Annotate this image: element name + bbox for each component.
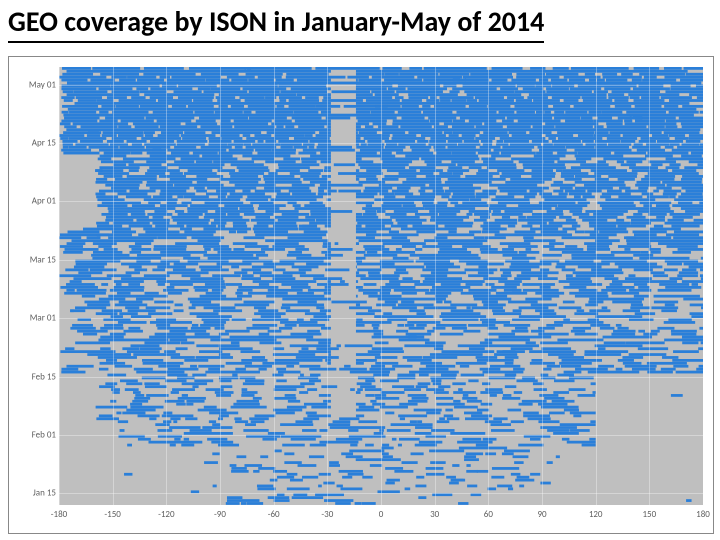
y-tick-label: May 01 — [29, 79, 56, 90]
chart-title: GEO coverage by ISON in January-May of 2… — [8, 4, 712, 43]
x-tick-label: 0 — [379, 509, 384, 520]
gridline-v — [649, 67, 650, 505]
chart-inner: Jan 15 Feb 01 Feb 15 Mar 01 Mar 15 Apr 01 Apr … — [15, 63, 707, 527]
y-tick-label: Feb 01 — [32, 429, 56, 440]
gridline-v — [327, 67, 328, 505]
gridline-v — [435, 67, 436, 505]
gridline-h — [59, 318, 703, 319]
x-tick-label: -90 — [214, 509, 226, 520]
x-tick-label: 90 — [537, 509, 546, 520]
y-tick-label: Jan 15 — [33, 488, 56, 499]
x-tick-label: 120 — [589, 509, 603, 520]
gridline-h — [59, 260, 703, 261]
gridline-v — [166, 67, 167, 505]
gridline-v — [488, 67, 489, 505]
y-tick-label: Mar 01 — [30, 313, 56, 324]
gridline-h — [59, 201, 703, 202]
gridline-v — [59, 67, 60, 505]
gridline-v — [542, 67, 543, 505]
y-axis: Jan 15 Feb 01 Feb 15 Mar 01 Mar 15 Apr 01 Apr … — [15, 67, 59, 505]
gridline-v — [113, 67, 114, 505]
x-tick-label: -150 — [104, 509, 120, 520]
y-tick-label: Feb 15 — [32, 371, 56, 382]
title-text: GEO coverage by ISON in January-May of 2… — [8, 4, 544, 43]
x-tick-label: 30 — [430, 509, 439, 520]
y-tick-label: Apr 15 — [32, 137, 56, 148]
x-tick-label: -120 — [158, 509, 174, 520]
gridline-v — [381, 67, 382, 505]
x-tick-label: 150 — [642, 509, 656, 520]
gridline-h — [59, 85, 703, 86]
x-tick-label: -30 — [321, 509, 333, 520]
gridline-h — [59, 493, 703, 494]
y-tick-label: Apr 01 — [32, 196, 56, 207]
gridline-v — [703, 67, 704, 505]
x-tick-label: 180 — [696, 509, 710, 520]
x-tick-label: -180 — [51, 509, 67, 520]
x-tick-label: -60 — [268, 509, 280, 520]
gridline-v — [220, 67, 221, 505]
y-tick-label: Mar 15 — [30, 254, 56, 265]
gridline-v — [596, 67, 597, 505]
plot-area — [59, 67, 703, 505]
gridline-v — [274, 67, 275, 505]
x-axis: -180-150-120-90-60-300306090120150180 — [59, 505, 703, 527]
gridline-h — [59, 435, 703, 436]
gridline-h — [59, 143, 703, 144]
gridline-h — [59, 377, 703, 378]
x-tick-label: 60 — [484, 509, 493, 520]
chart-frame: Jan 15 Feb 01 Feb 15 Mar 01 Mar 15 Apr 01 Apr … — [8, 56, 714, 534]
